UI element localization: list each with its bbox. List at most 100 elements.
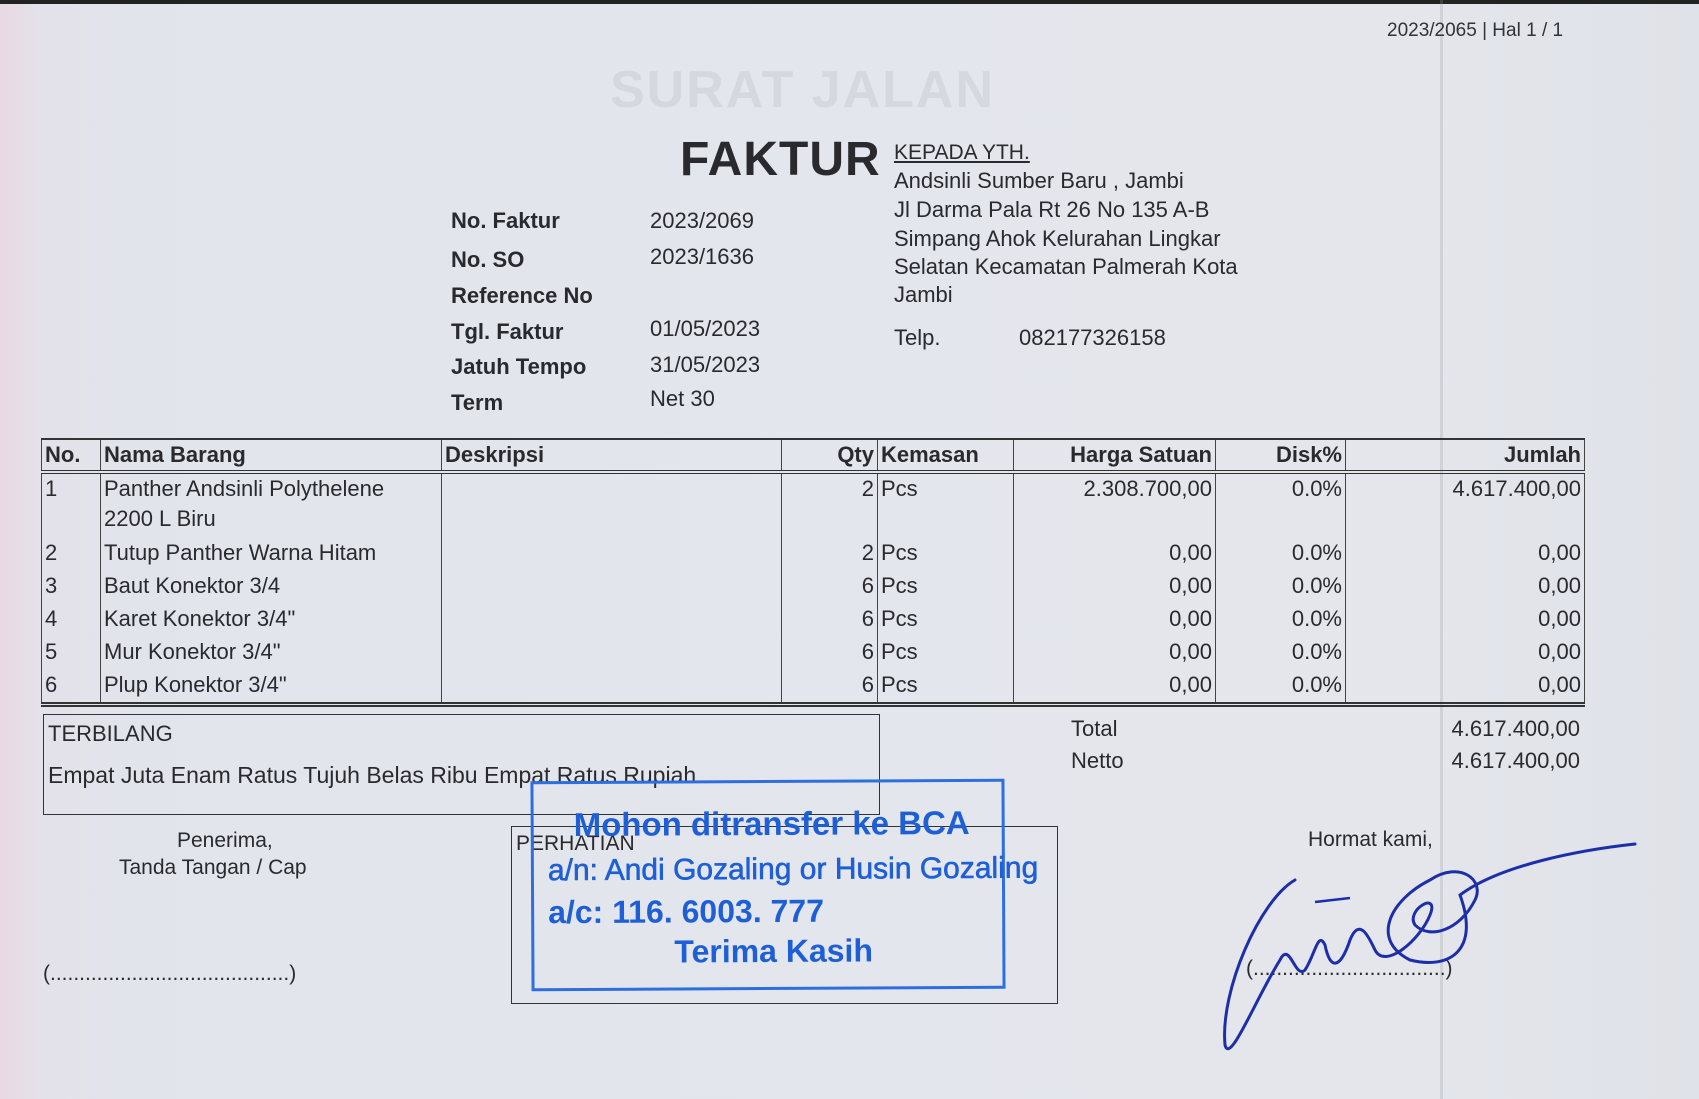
- cell-disc: 0.0%: [1215, 472, 1346, 538]
- meta-value: 31/05/2023: [650, 352, 761, 377]
- col-disc: Disk%: [1215, 439, 1346, 472]
- notice-label: PERHATIAN: [516, 832, 635, 855]
- handwritten-signature: [1223, 842, 1637, 1050]
- cell-desc: [441, 637, 782, 670]
- cell-qty: 6: [781, 637, 878, 670]
- netto-label: Netto: [1071, 748, 1124, 773]
- table-header-row: No. Nama Barang Deskripsi Qty Kemasan Ha…: [41, 439, 1585, 472]
- stamp-line: Mohon ditransfer ke BCA: [573, 803, 970, 844]
- cell-name: Karet Konektor 3/4": [100, 604, 442, 637]
- name-line: Panther Andsinli Polythelene: [104, 476, 385, 501]
- address-line: Simpang Ahok Kelurahan Lingkar: [894, 226, 1221, 251]
- bank-transfer-stamp: Mohon ditransfer ke BCA a/n: Andi Gozali…: [530, 778, 1039, 992]
- cell-no: 4: [41, 604, 101, 637]
- sender-signature-blank: (.................................): [1246, 957, 1453, 980]
- meta-value: 2023/1636: [650, 244, 754, 269]
- col-desc: Deskripsi: [441, 439, 782, 472]
- table-row: 1 Panther Andsinli Polythelene 2200 L Bir…: [41, 472, 1585, 538]
- cell-total: 0,00: [1345, 670, 1585, 704]
- sender-label: Hormat kami,: [1308, 828, 1433, 851]
- cell-desc: [441, 571, 782, 604]
- receiver-sign-label: Tanda Tangan / Cap: [119, 856, 307, 879]
- scan-edge: [0, 0, 1699, 4]
- cell-no: 3: [41, 571, 101, 604]
- netto-value: 4.617.400,00: [1451, 748, 1580, 773]
- total-label: Total: [1071, 716, 1118, 741]
- cell-desc: [441, 472, 782, 538]
- cell-no: 2: [41, 538, 101, 571]
- cell-desc: [441, 604, 782, 637]
- col-unit: Kemasan: [877, 439, 1014, 472]
- cell-price: 0,00: [1013, 637, 1216, 670]
- cell-no: 1: [41, 472, 101, 538]
- cell-total: 0,00: [1345, 571, 1585, 604]
- stamp-line: a/c: 116. 6003. 777: [548, 892, 825, 931]
- cell-disc: 0.0%: [1215, 637, 1346, 670]
- cell-disc: 0.0%: [1215, 571, 1346, 604]
- notice-box: PERHATIAN: [511, 826, 1058, 1004]
- cell-name: Plup Konektor 3/4": [100, 670, 442, 704]
- cell-desc: [441, 538, 782, 571]
- col-price: Harga Satuan: [1013, 439, 1216, 472]
- cell-price: 2.308.700,00: [1013, 472, 1216, 538]
- meta-label: Jatuh Tempo: [451, 354, 587, 379]
- cell-no: 5: [41, 637, 101, 670]
- meta-value: 01/05/2023: [650, 316, 761, 341]
- cell-unit: Pcs: [877, 670, 1014, 704]
- address-line: Andsinli Sumber Baru , Jambi: [894, 168, 1184, 193]
- meta-label: Tgl. Faktur: [451, 319, 564, 344]
- total-value: 4.617.400,00: [1451, 716, 1580, 741]
- cell-unit: Pcs: [877, 571, 1014, 604]
- cell-price: 0,00: [1013, 604, 1216, 637]
- cell-total: 4.617.400,00: [1345, 472, 1585, 538]
- items-table: No. Nama Barang Deskripsi Qty Kemasan Ha…: [41, 438, 1585, 707]
- cell-qty: 6: [781, 670, 878, 704]
- cell-no: 6: [41, 670, 101, 704]
- cell-name: Baut Konektor 3/4: [100, 571, 442, 604]
- table-row: 4 Karet Konektor 3/4" 6 Pcs 0,00 0.0% 0,…: [41, 604, 1585, 637]
- phone-label: Telp.: [894, 325, 941, 350]
- terbilang-label: TERBILANG: [48, 721, 173, 746]
- cell-disc: 0.0%: [1215, 538, 1346, 571]
- meta-value: Net 30: [650, 386, 715, 411]
- cell-unit: Pcs: [877, 637, 1014, 670]
- stamp-line: Terima Kasih: [674, 932, 874, 970]
- receiver-label: Penerima,: [177, 829, 273, 852]
- name-line: 2200 L Biru: [104, 506, 216, 531]
- address-line: Jambi: [894, 282, 953, 307]
- table-row: 5 Mur Konektor 3/4" 6 Pcs 0,00 0.0% 0,00: [41, 637, 1585, 670]
- cell-qty: 6: [781, 604, 878, 637]
- meta-label: Reference No: [451, 283, 593, 308]
- meta-label: No. SO: [451, 247, 525, 272]
- cell-name: Mur Konektor 3/4": [100, 637, 442, 670]
- cell-price: 0,00: [1013, 538, 1216, 571]
- table-row: 3 Baut Konektor 3/4 6 Pcs 0,00 0.0% 0,00: [41, 571, 1585, 604]
- table-row: 2 Tutup Panther Warna Hitam 2 Pcs 0,00 0…: [41, 538, 1585, 571]
- cell-price: 0,00: [1013, 571, 1216, 604]
- meta-value: 2023/2069: [650, 208, 754, 233]
- cell-unit: Pcs: [877, 472, 1014, 538]
- cell-total: 0,00: [1345, 637, 1585, 670]
- col-name: Nama Barang: [100, 439, 442, 472]
- cell-disc: 0.0%: [1215, 670, 1346, 704]
- terbilang-text: Empat Juta Enam Ratus Tujuh Belas Ribu E…: [48, 762, 697, 788]
- recipient-heading: KEPADA YTH.: [894, 141, 1030, 164]
- col-total: Jumlah: [1345, 439, 1585, 472]
- cell-qty: 2: [781, 538, 878, 571]
- col-qty: Qty: [781, 439, 878, 472]
- col-no: No.: [41, 439, 101, 472]
- address-line: Selatan Kecamatan Palmerah Kota: [894, 254, 1238, 279]
- receiver-signature-blank: (.......................................…: [43, 962, 297, 985]
- cell-qty: 2: [781, 472, 878, 538]
- table-row: 6 Plup Konektor 3/4" 6 Pcs 0,00 0.0% 0,0…: [41, 670, 1585, 704]
- show-through-text: SURAT JALAN: [610, 61, 996, 119]
- cell-desc: [441, 670, 782, 704]
- cell-name: Tutup Panther Warna Hitam: [100, 538, 442, 571]
- terbilang-box: TERBILANG Empat Juta Enam Ratus Tujuh Be…: [43, 714, 880, 815]
- cell-qty: 6: [781, 571, 878, 604]
- cell-total: 0,00: [1345, 538, 1585, 571]
- meta-label: Term: [451, 390, 504, 415]
- cell-total: 0,00: [1345, 604, 1585, 637]
- cell-disc: 0.0%: [1215, 604, 1346, 637]
- cell-price: 0,00: [1013, 670, 1216, 704]
